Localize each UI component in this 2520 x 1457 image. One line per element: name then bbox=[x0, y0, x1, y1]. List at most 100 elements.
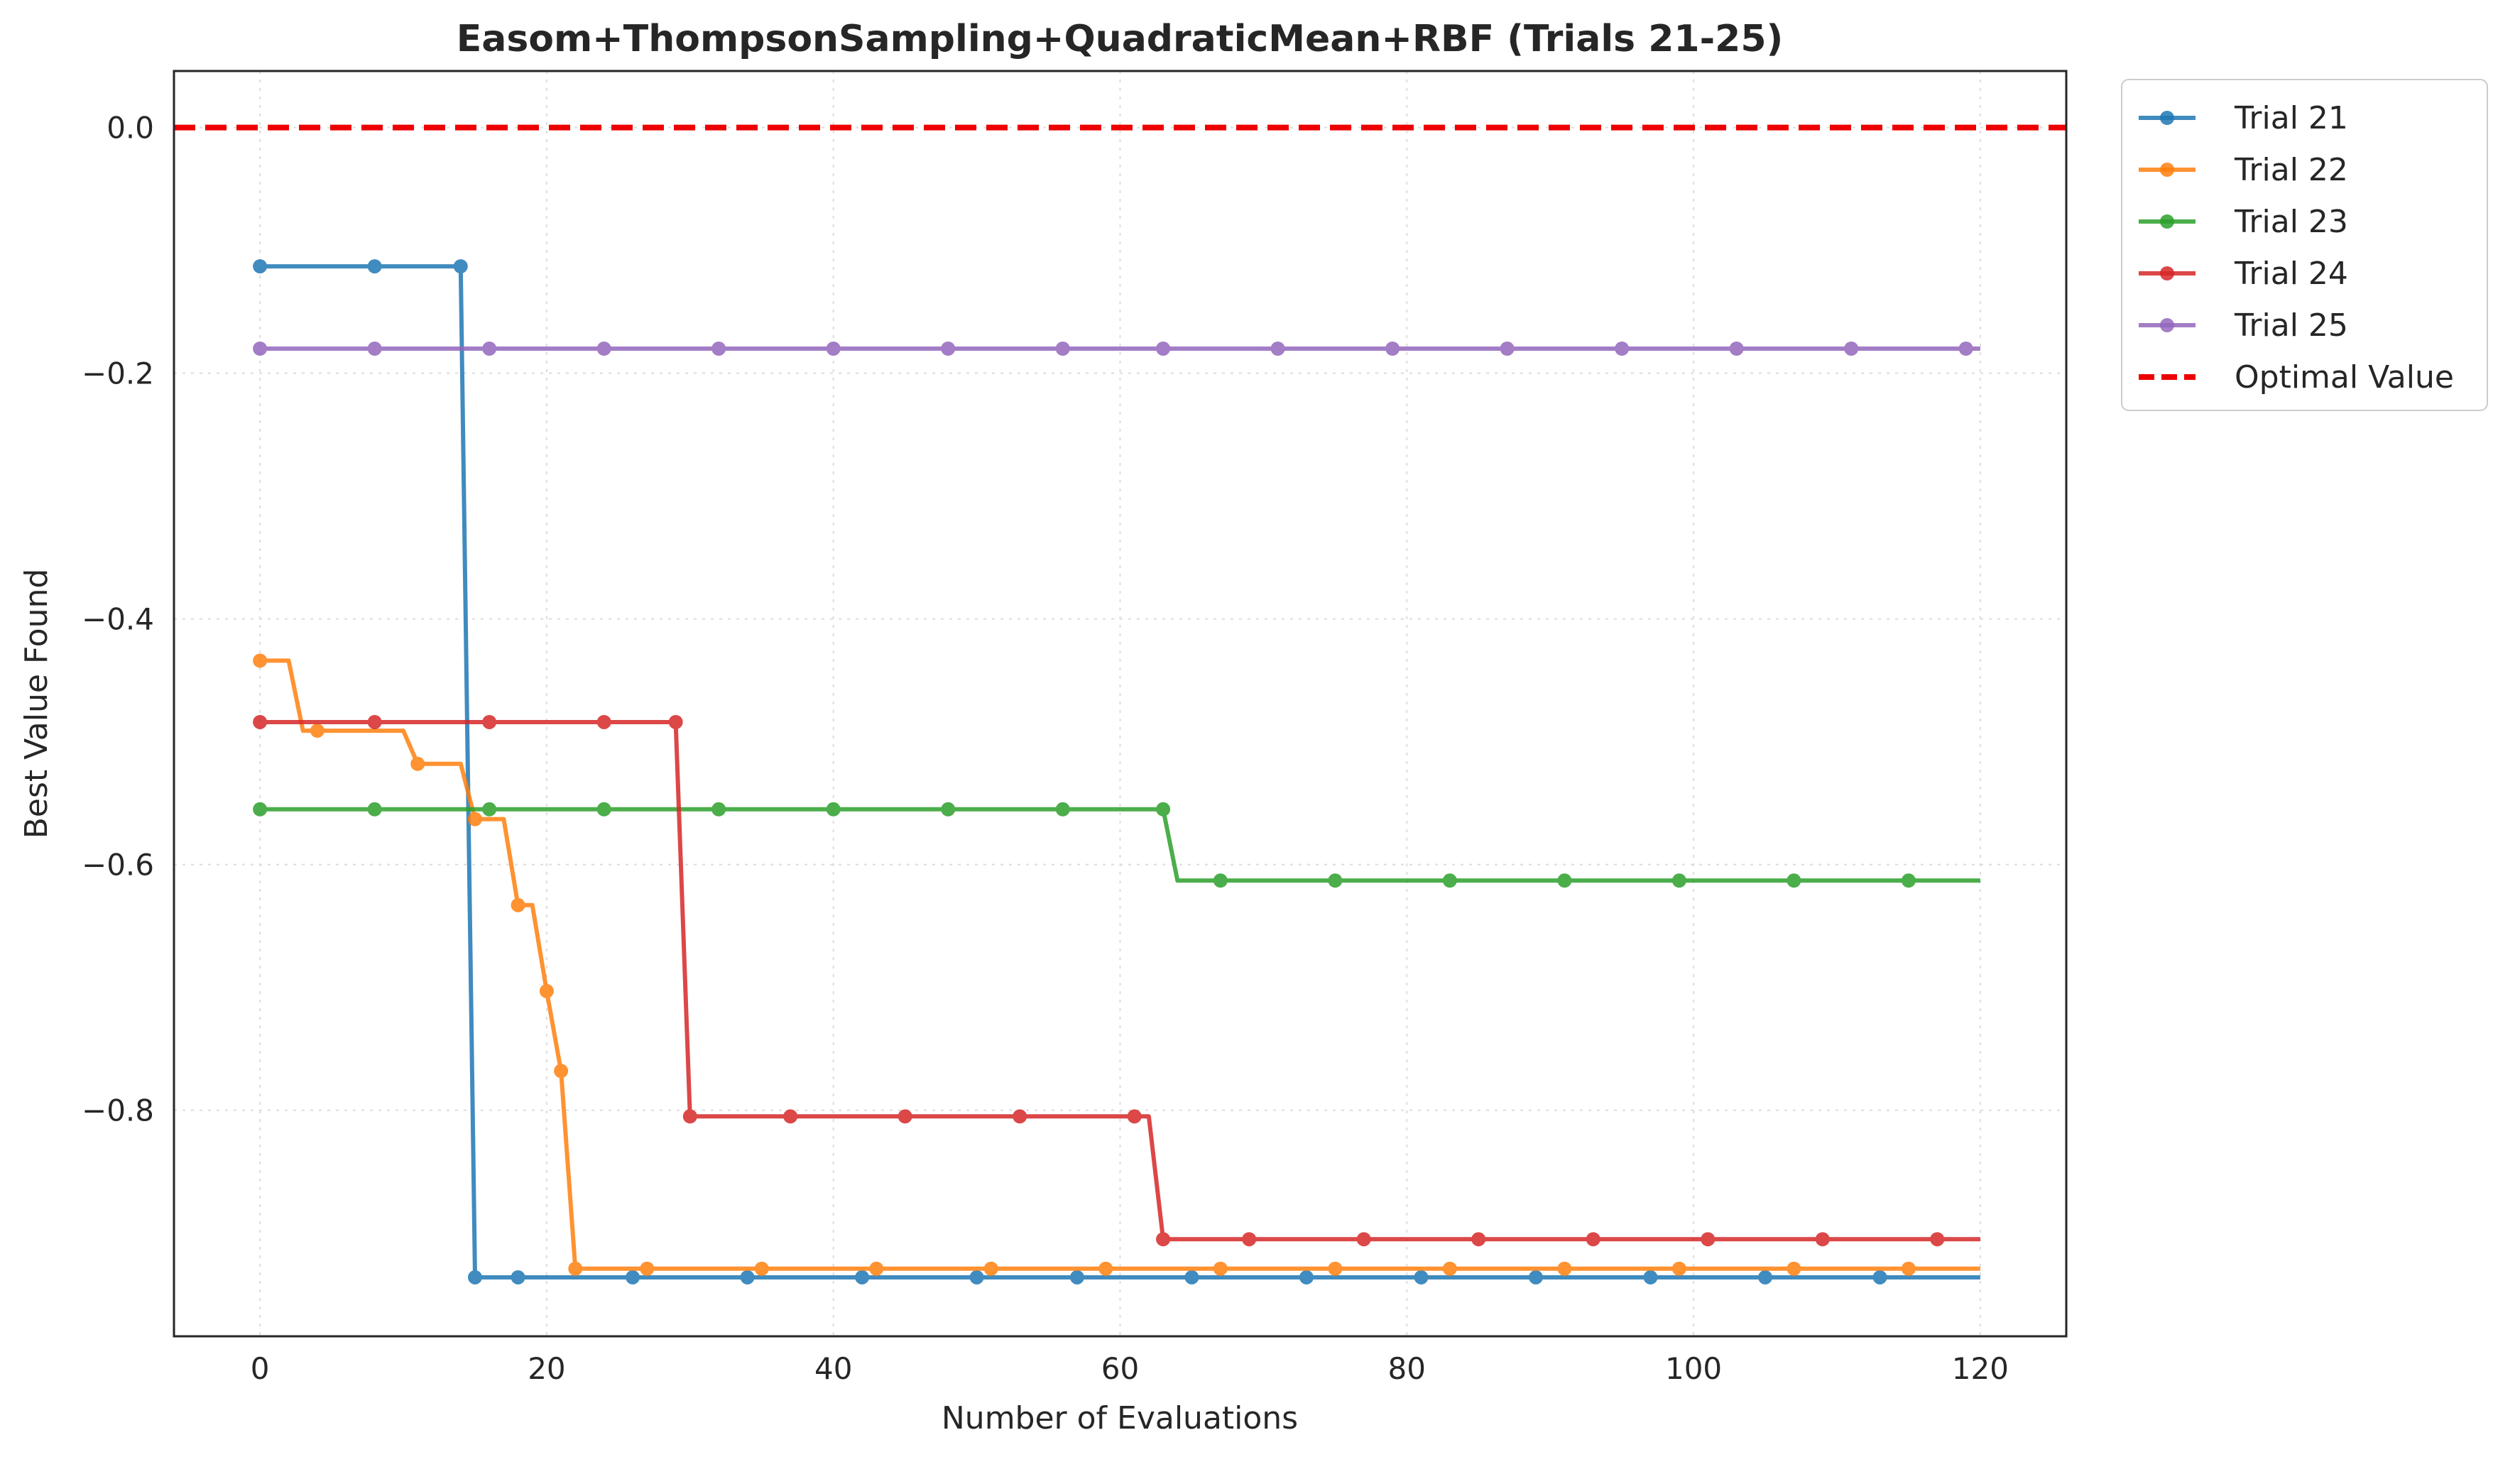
legend-entry: Trial 23 bbox=[2139, 204, 2348, 240]
data-point bbox=[1156, 342, 1171, 356]
data-point bbox=[1156, 1232, 1171, 1247]
x-tick-label: 60 bbox=[1101, 1351, 1139, 1386]
data-point bbox=[1328, 873, 1343, 888]
data-point bbox=[1528, 1270, 1543, 1284]
legend-entry: Trial 24 bbox=[2139, 256, 2348, 292]
data-point bbox=[1557, 1261, 1572, 1276]
series-layer bbox=[253, 259, 1980, 1284]
x-tick-label: 0 bbox=[251, 1351, 270, 1386]
data-point bbox=[1958, 342, 1973, 356]
data-point bbox=[253, 342, 268, 356]
data-point bbox=[1557, 873, 1572, 888]
data-point bbox=[1729, 342, 1744, 356]
data-point bbox=[596, 342, 611, 356]
legend-swatch-marker bbox=[2160, 318, 2174, 332]
y-tick-label: 0.0 bbox=[107, 111, 154, 146]
data-point bbox=[711, 802, 726, 817]
data-point bbox=[596, 714, 611, 729]
legend-swatch-marker bbox=[2160, 163, 2174, 177]
data-point bbox=[253, 259, 268, 274]
data-point bbox=[1671, 873, 1686, 888]
data-point bbox=[1643, 1270, 1658, 1284]
series-trial-21 bbox=[253, 259, 1980, 1284]
data-point bbox=[467, 812, 482, 826]
legend-swatch-marker bbox=[2160, 214, 2174, 229]
y-tick-label: −0.8 bbox=[82, 1093, 154, 1128]
y-tick-label: −0.6 bbox=[82, 848, 154, 883]
data-point bbox=[1930, 1232, 1945, 1247]
data-point bbox=[855, 1270, 870, 1284]
data-point bbox=[626, 1270, 640, 1284]
data-point bbox=[826, 342, 841, 356]
data-point bbox=[983, 1261, 998, 1276]
data-point bbox=[1844, 342, 1859, 356]
data-point bbox=[1872, 1270, 1887, 1284]
data-point bbox=[1055, 802, 1070, 817]
data-point bbox=[367, 802, 382, 817]
data-point bbox=[1586, 1232, 1600, 1247]
data-point bbox=[554, 1064, 569, 1079]
data-point bbox=[1442, 873, 1457, 888]
data-point bbox=[1385, 342, 1400, 356]
data-point bbox=[1787, 873, 1801, 888]
x-tick-label: 100 bbox=[1665, 1351, 1722, 1386]
data-point bbox=[511, 897, 525, 912]
data-point bbox=[1184, 1270, 1199, 1284]
legend-entries: Trial 21 Trial 22 Trial 23 Trial 24 Trial 25… bbox=[2139, 100, 2454, 395]
data-point bbox=[668, 714, 683, 729]
data-point bbox=[482, 714, 497, 729]
data-point bbox=[898, 1109, 912, 1124]
data-point bbox=[1055, 342, 1070, 356]
data-point bbox=[941, 802, 956, 817]
chart-title: Easom+ThompsonSampling+QuadraticMean+RBF… bbox=[457, 18, 1784, 60]
data-point bbox=[1758, 1270, 1773, 1284]
series-trial-25 bbox=[253, 342, 1980, 356]
x-axis-label: Number of Evaluations bbox=[942, 1400, 1298, 1436]
data-point bbox=[1471, 1232, 1486, 1247]
plot-frame bbox=[173, 70, 2068, 1338]
legend-label: Trial 21 bbox=[2234, 100, 2348, 136]
data-point bbox=[1815, 1232, 1830, 1247]
data-point bbox=[410, 756, 425, 771]
data-point bbox=[1787, 1261, 1801, 1276]
data-point bbox=[1901, 1261, 1916, 1276]
data-point bbox=[539, 983, 554, 998]
legend-entry: Trial 25 bbox=[2139, 307, 2348, 344]
y-axis-label: Best Value Found bbox=[18, 569, 55, 839]
y-tick-label: −0.2 bbox=[82, 356, 154, 391]
data-point bbox=[1213, 1261, 1228, 1276]
series-trial-23 bbox=[253, 802, 1980, 888]
data-point bbox=[1242, 1232, 1257, 1247]
data-point bbox=[1127, 1109, 1142, 1124]
x-tick-label: 20 bbox=[528, 1351, 565, 1386]
legend-label: Optimal Value bbox=[2235, 359, 2454, 395]
data-point bbox=[1901, 873, 1916, 888]
series-line bbox=[260, 264, 1980, 1279]
y-tick-label: −0.4 bbox=[82, 602, 154, 637]
data-point bbox=[1098, 1261, 1113, 1276]
series-trial-22 bbox=[253, 653, 1980, 1276]
data-point bbox=[1299, 1270, 1314, 1284]
data-point bbox=[740, 1270, 755, 1284]
data-point bbox=[367, 714, 382, 729]
data-point bbox=[568, 1261, 583, 1276]
data-point bbox=[826, 802, 841, 817]
data-point bbox=[511, 1270, 525, 1284]
data-point bbox=[1213, 873, 1228, 888]
data-point bbox=[711, 342, 726, 356]
data-point bbox=[1414, 1270, 1429, 1284]
legend: Trial 21 Trial 22 Trial 23 Trial 24 Trial 25… bbox=[2121, 79, 2488, 411]
legend-label: Trial 22 bbox=[2234, 152, 2348, 188]
data-point bbox=[467, 1270, 482, 1284]
data-point bbox=[1013, 1109, 1027, 1124]
data-point bbox=[1615, 342, 1630, 356]
data-point bbox=[1356, 1232, 1371, 1247]
data-point bbox=[869, 1261, 884, 1276]
series-trial-24 bbox=[253, 714, 1980, 1247]
data-point bbox=[969, 1270, 984, 1284]
legend-label: Trial 23 bbox=[2234, 204, 2348, 240]
data-point bbox=[367, 259, 382, 274]
data-point bbox=[1701, 1232, 1716, 1247]
